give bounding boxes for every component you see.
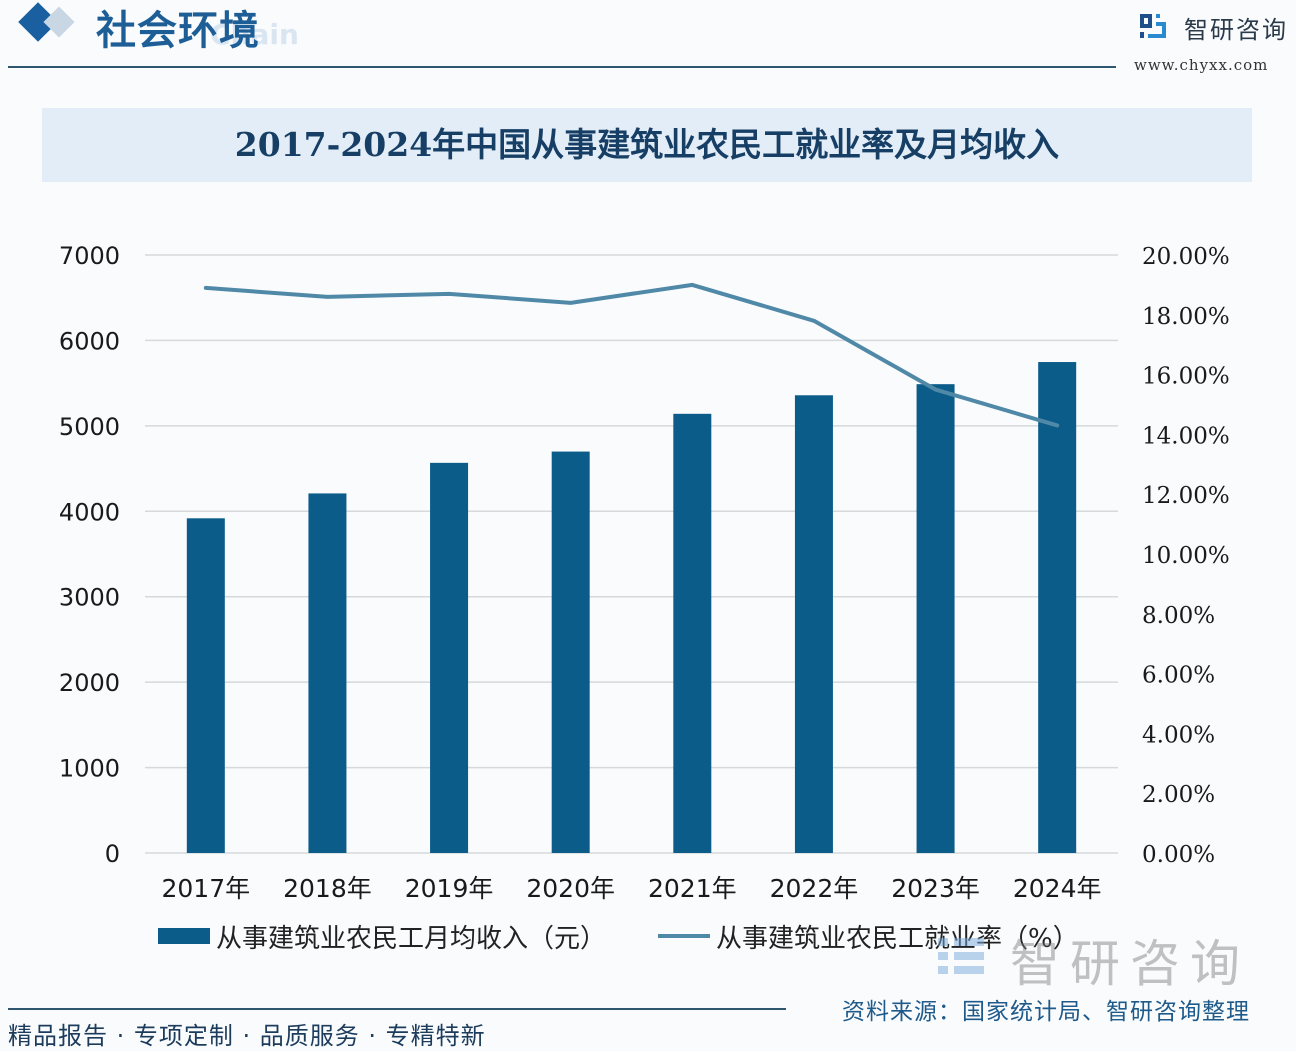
legend: 从事建筑业农民工月均收入（元） 从事建筑业农民工就业率（%） (158, 918, 1079, 954)
line-series (203, 282, 1060, 428)
right-axis-tick-label: 16.00% (1142, 364, 1230, 390)
right-axis-ticks: 0.00% 2.00% 4.00% 6.00% 8.00% 10.00% 12.00% 14.… (1142, 244, 1230, 868)
right-axis-tick-label: 10.00% (1142, 543, 1230, 569)
x-axis-label: 2020年 (526, 874, 615, 903)
chart-title: 2017-2024年中国从事建筑业农民工就业率及月均收入 (234, 125, 1060, 164)
bar (430, 462, 469, 853)
left-axis-tick-label: 5000 (59, 413, 120, 441)
left-axis-tick-label: 2000 (59, 669, 120, 697)
right-axis-tick-label: 14.00% (1142, 423, 1230, 449)
left-axis-tick-label: 4000 (59, 498, 120, 526)
x-axis-label: 2022年 (770, 874, 859, 903)
left-axis-tick-label: 3000 (59, 584, 120, 612)
x-axis-labels: 2017年 2018年 2019年 2020年 2021年 2022年 2023年 2024年 (162, 874, 1102, 903)
x-axis-label: 2018年 (283, 874, 372, 903)
right-axis-tick-label: 8.00% (1142, 603, 1215, 629)
line-path (203, 282, 1060, 428)
x-axis-label: 2019年 (405, 874, 494, 903)
left-axis-tick-label: 0 (105, 840, 120, 868)
right-axis-tick-label: 0.00% (1142, 842, 1215, 868)
legend-line-label: 从事建筑业农民工就业率（%） (716, 923, 1079, 954)
left-axis-tick-label: 6000 (59, 327, 120, 355)
title-band (42, 108, 1252, 182)
right-axis-tick-label: 6.00% (1142, 663, 1215, 689)
right-axis-tick-label: 20.00% (1142, 244, 1230, 270)
line-point (813, 320, 815, 322)
bar (916, 384, 955, 853)
bar (794, 395, 833, 853)
footer-slogan: 精品报告 · 专项定制 · 品质服务 · 专精特新 (8, 1022, 486, 1050)
right-axis-tick-label: 12.00% (1142, 483, 1230, 509)
line-point (691, 284, 693, 286)
section-title: 社会环境 (96, 7, 260, 54)
footer-divider (8, 1008, 786, 1010)
header-ghost-text: Chain (210, 18, 299, 51)
bar (1038, 362, 1077, 853)
line-point (326, 296, 328, 298)
line-point (205, 287, 207, 289)
watermark-text: 智研咨询 (1010, 935, 1250, 993)
bar (673, 413, 712, 853)
legend-bar-label: 从事建筑业农民工月均收入（元） (216, 923, 607, 954)
brand-logo-icon (1140, 14, 1166, 38)
x-axis-label: 2024年 (1013, 874, 1102, 903)
header-divider (8, 66, 1116, 68)
bar (308, 493, 347, 853)
data-source: 资料来源：国家统计局、智研咨询整理 (842, 999, 1250, 1025)
x-axis-label: 2021年 (648, 874, 737, 903)
brand-name: 智研咨询 (1184, 16, 1288, 44)
grid-lines (145, 254, 1118, 854)
right-axis-tick-label: 4.00% (1142, 722, 1215, 748)
legend-bar-swatch (158, 928, 210, 944)
left-axis-tick-label: 1000 (59, 755, 120, 783)
x-axis-label: 2023年 (891, 874, 980, 903)
left-axis-tick-label: 7000 (59, 242, 120, 270)
line-point (1056, 424, 1058, 426)
left-axis-ticks: 0 1000 2000 3000 4000 5000 6000 7000 (59, 242, 120, 868)
right-axis-tick-label: 2.00% (1142, 782, 1215, 808)
bar (186, 518, 225, 853)
line-point (570, 302, 572, 304)
right-axis-tick-label: 18.00% (1142, 304, 1230, 330)
bar (551, 451, 590, 853)
watermark-logo-icon (938, 938, 984, 974)
line-point (935, 389, 937, 391)
legend-line-swatch (658, 934, 711, 938)
brand-url: www.chyxx.com (1134, 56, 1269, 74)
line-point (448, 293, 450, 295)
x-axis-label: 2017年 (162, 874, 251, 903)
bar-series (186, 362, 1077, 853)
